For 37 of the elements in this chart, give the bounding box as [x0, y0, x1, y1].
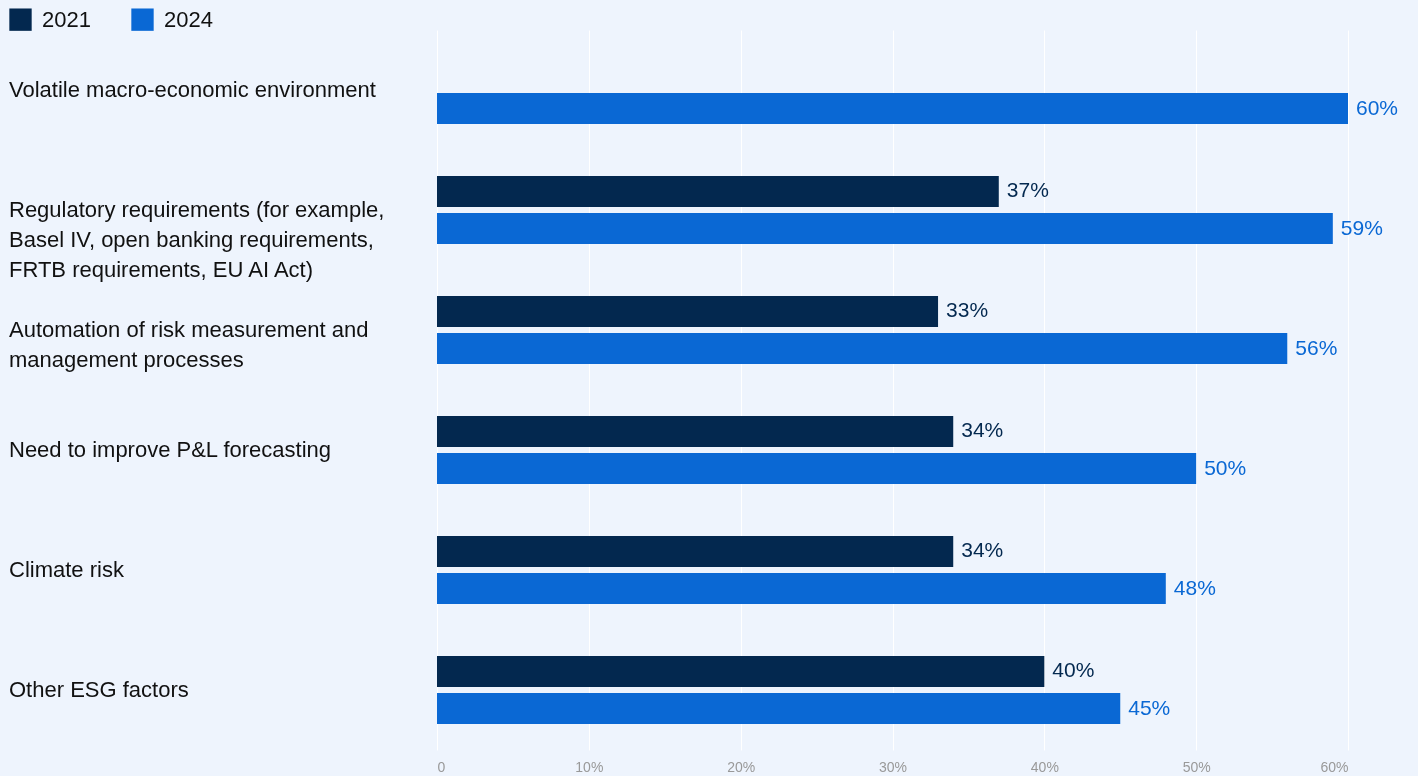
- x-tick-label: 30%: [878, 758, 908, 775]
- x-tick-label: 60%: [1320, 758, 1349, 775]
- data-label: 59%: [1340, 215, 1383, 239]
- data-label: 37%: [1006, 178, 1049, 202]
- y-tick-label: Need to improve P&L forecasting: [9, 437, 332, 462]
- data-label: 50%: [1204, 455, 1247, 479]
- data-label: 56%: [1295, 335, 1338, 359]
- data-label: 48%: [1173, 575, 1216, 599]
- bar: [437, 573, 1166, 605]
- data-label: 40%: [1052, 658, 1095, 682]
- data-label: 33%: [946, 298, 989, 322]
- x-tick-label: 40%: [1030, 758, 1059, 775]
- bar: [437, 175, 999, 207]
- bar: [437, 333, 1288, 365]
- bar: [437, 535, 954, 567]
- bar: [437, 213, 1333, 245]
- data-label: 60%: [1356, 95, 1399, 119]
- y-tick-label: Regulatory requirements (for example, Basel IV, open banking requirements, FRTB requirements, EU AI Act): [9, 197, 385, 282]
- legend-label: 2024: [164, 6, 213, 32]
- y-tick-label: Other ESG factors: [9, 677, 189, 702]
- x-tick-label: 50%: [1182, 758, 1211, 775]
- data-label: 45%: [1128, 695, 1171, 719]
- bar: [437, 693, 1121, 725]
- bar: [437, 655, 1045, 687]
- data-label: 34%: [961, 538, 1004, 562]
- bar: [437, 415, 954, 447]
- y-tick-label: Automation of risk measurement and management processes: [9, 317, 369, 372]
- x-tick-label: 10%: [575, 758, 604, 775]
- x-tick-label: 20%: [727, 758, 756, 775]
- bar: [437, 93, 1348, 125]
- y-tick-label: Climate risk: [9, 557, 125, 582]
- data-label: 34%: [961, 418, 1004, 442]
- x-tick-label: 0: [437, 758, 446, 775]
- legend-label: 2021: [42, 6, 91, 32]
- bar: [437, 453, 1197, 485]
- y-tick-label: Volatile macro-economic environment: [9, 77, 376, 102]
- bar: [437, 295, 939, 327]
